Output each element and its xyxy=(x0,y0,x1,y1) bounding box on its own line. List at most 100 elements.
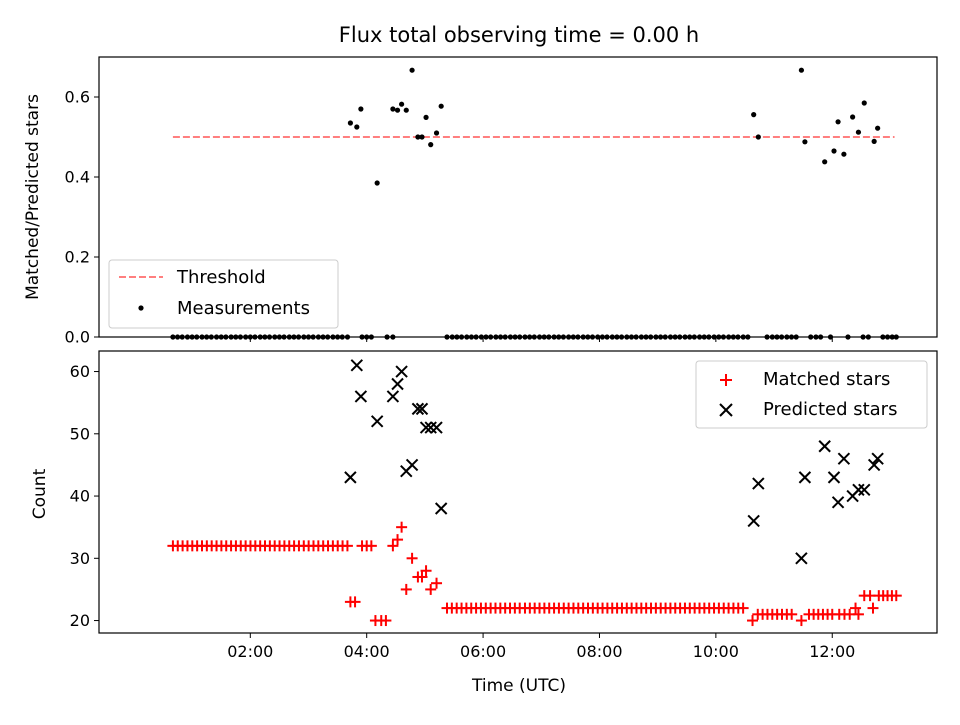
matched-star-marker xyxy=(349,596,361,608)
measurement-point xyxy=(716,334,722,340)
predicted-star-marker xyxy=(747,514,760,528)
measurement-point xyxy=(662,334,668,340)
predicted-star-marker xyxy=(395,365,408,378)
legend-measurements-swatch xyxy=(138,305,144,311)
top-y-tick-label: 0.4 xyxy=(65,168,90,187)
measurement-point xyxy=(512,334,518,340)
matched-star-marker xyxy=(400,583,412,595)
measurement-point xyxy=(618,334,625,340)
measurement-point xyxy=(262,334,268,340)
matched-star-marker xyxy=(795,615,807,627)
top-plot-area xyxy=(170,67,899,340)
measurement-point xyxy=(691,334,697,340)
measurement-point xyxy=(189,334,195,340)
bottom-y-tick-label: 30 xyxy=(70,549,90,568)
predicted-star-marker xyxy=(827,471,841,484)
measurement-point xyxy=(252,334,258,340)
bottom-y-tick-label: 20 xyxy=(70,611,90,630)
measurement-point xyxy=(802,139,808,145)
measurement-point xyxy=(458,334,465,340)
matched-star-marker xyxy=(387,540,399,552)
measurement-point xyxy=(266,334,273,340)
measurement-point xyxy=(556,334,562,340)
measurement-point xyxy=(213,334,220,340)
measurement-point xyxy=(507,334,514,340)
legend-matched-label: Matched stars xyxy=(763,369,890,390)
measurement-point xyxy=(827,334,834,340)
measurement-point xyxy=(589,334,596,340)
top-legend: Threshold Measurements xyxy=(108,259,339,329)
matched-star-marker xyxy=(365,540,377,552)
measurement-point xyxy=(488,334,494,340)
measurement-point xyxy=(433,130,440,136)
matched-star-marker xyxy=(747,615,759,627)
measurement-point xyxy=(493,334,499,340)
matched-star-marker xyxy=(341,540,353,552)
predicted-star-marker xyxy=(354,390,368,403)
measurement-point xyxy=(199,334,205,340)
measurement-point xyxy=(841,151,847,157)
measurement-point xyxy=(706,334,712,340)
measurement-point xyxy=(880,334,886,340)
measurement-point xyxy=(438,103,444,109)
measurement-point xyxy=(415,134,421,140)
measurement-point xyxy=(536,334,543,340)
legend-measurements-label: Measurements xyxy=(177,298,310,319)
measurement-point xyxy=(889,334,895,340)
measurement-point xyxy=(769,334,775,340)
bottom-plot-area xyxy=(167,359,902,627)
measurement-point xyxy=(483,334,489,340)
bottom-y-tick-label: 50 xyxy=(70,424,90,443)
measurement-point xyxy=(409,67,415,73)
bottom-x-tick-label: 10:00 xyxy=(693,642,739,661)
matched-star-marker xyxy=(380,615,392,627)
measurement-point xyxy=(347,120,353,126)
measurement-point xyxy=(296,334,302,340)
measurement-point xyxy=(850,114,856,120)
matched-star-marker xyxy=(867,602,879,614)
measurement-point xyxy=(774,334,780,340)
bottom-legend-box xyxy=(695,360,928,429)
matched-star-marker xyxy=(850,602,862,614)
measurement-point xyxy=(604,334,610,340)
predicted-star-marker xyxy=(350,359,364,372)
measurement-point xyxy=(595,334,601,340)
measurement-point xyxy=(566,334,572,340)
measurement-point xyxy=(720,334,727,340)
matched-star-marker xyxy=(737,602,749,614)
bottom-x-tick-label: 08:00 xyxy=(576,642,622,661)
measurement-point xyxy=(310,334,316,340)
legend-predicted-swatch xyxy=(719,403,733,417)
measurement-point xyxy=(468,334,475,340)
measurement-point xyxy=(247,334,253,340)
measurement-point xyxy=(339,334,345,340)
measurement-point xyxy=(740,334,746,340)
measurement-point xyxy=(711,334,717,340)
measurement-point xyxy=(419,134,425,140)
measurement-point xyxy=(701,334,707,340)
measurement-point xyxy=(522,334,528,340)
measurement-point xyxy=(497,334,504,340)
bottom-y-axis-label: Count xyxy=(30,468,50,519)
measurement-point xyxy=(875,125,881,131)
measurement-point xyxy=(237,334,244,340)
measurement-point xyxy=(390,334,396,340)
measurement-point xyxy=(835,119,841,125)
measurement-point xyxy=(808,334,814,340)
measurement-point xyxy=(305,334,312,340)
measurement-point xyxy=(394,107,401,113)
measurement-point xyxy=(633,334,639,340)
predicted-star-marker xyxy=(386,390,400,403)
measurement-point xyxy=(527,334,533,340)
measurement-point xyxy=(291,334,297,340)
legend-predicted-label: Predicted stars xyxy=(763,399,897,420)
top-y-tick-label: 0.2 xyxy=(65,248,90,267)
measurement-point xyxy=(276,334,283,340)
measurement-point xyxy=(243,334,249,340)
predicted-star-marker xyxy=(424,421,437,434)
measurement-point xyxy=(301,334,307,340)
measurement-point xyxy=(194,334,200,340)
predicted-star-marker xyxy=(752,477,765,490)
measurement-point xyxy=(223,334,229,340)
bottom-x-tick-label: 12:00 xyxy=(809,642,855,661)
